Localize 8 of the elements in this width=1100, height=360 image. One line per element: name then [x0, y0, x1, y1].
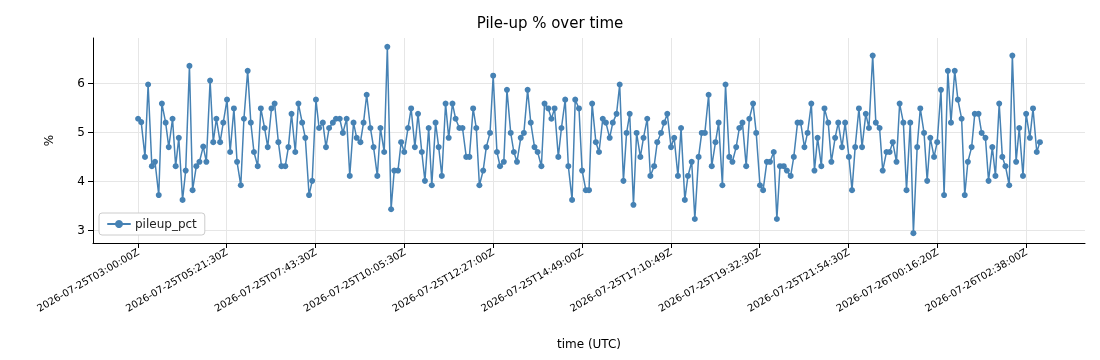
y-axis-title: % — [42, 134, 56, 147]
chart-title: Pile-up % over time — [476, 13, 624, 32]
x-axis-title: time (UTC) — [556, 337, 622, 351]
y-tick-label: 6 — [77, 76, 85, 91]
y-tick-label: 3 — [77, 222, 85, 237]
y-tick-label: 4 — [77, 173, 85, 188]
y-tick-label: 5 — [77, 124, 85, 139]
legend-label: pileup_pct — [135, 217, 198, 231]
